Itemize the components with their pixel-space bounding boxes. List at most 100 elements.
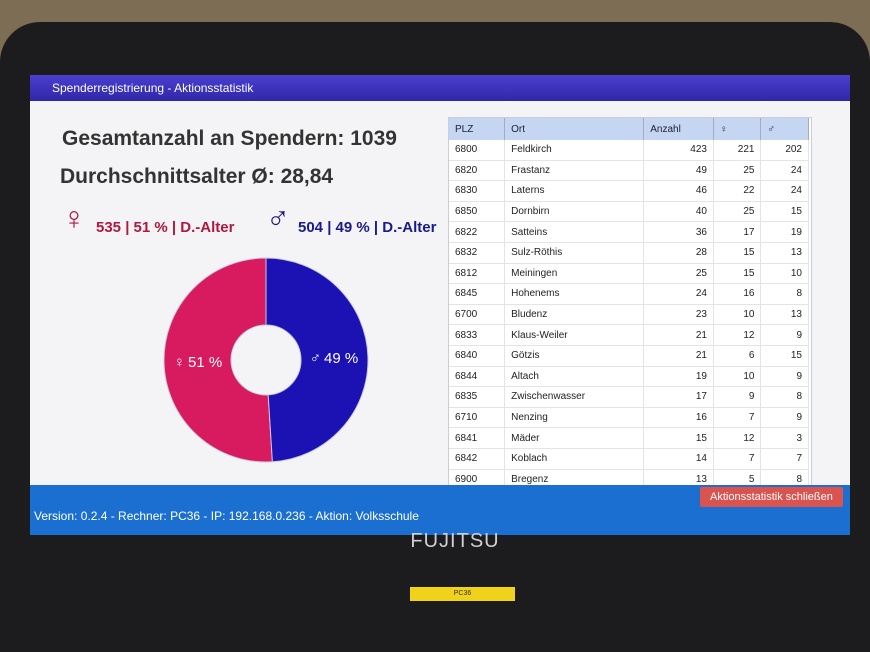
pie-chart: ♀ 51 % ♂ 49 %: [163, 257, 369, 463]
table-cell: 9: [760, 324, 809, 346]
table-cell: Hohenems: [504, 283, 645, 305]
table-cell: 15: [760, 201, 809, 223]
table-cell: 3: [760, 427, 809, 449]
table-cell: 23: [643, 304, 714, 326]
table-row[interactable]: 6833 Klaus-Weiler 21 12 9: [449, 324, 809, 346]
table-cell: 6830: [449, 180, 506, 202]
pie-slice: [163, 257, 273, 463]
slice-value: 49 %: [324, 350, 358, 367]
table-row[interactable]: 6710 Nenzing 16 7 9: [449, 407, 809, 429]
table-row[interactable]: 6820 Frastanz 49 25 24: [449, 160, 809, 182]
table-cell: 46: [643, 180, 714, 202]
table-cell: Götzis: [504, 345, 645, 367]
column-header: Ort: [504, 118, 645, 140]
male-summary: 504 | 49 % | D.-Alter: [298, 219, 437, 236]
table-row[interactable]: 6700 Bludenz 23 10 13: [449, 304, 809, 326]
table-row[interactable]: 6840 Götzis 21 6 15: [449, 345, 809, 367]
table-cell: 22: [713, 180, 762, 202]
table-cell: 7: [713, 448, 762, 470]
table-cell: 10: [760, 263, 809, 285]
table-cell: Dornbirn: [504, 201, 645, 223]
column-header: ♀: [713, 118, 762, 140]
table-cell: 12: [713, 324, 762, 346]
table-cell: 221: [713, 140, 762, 161]
label: Durchschnittsalter Ø:: [60, 165, 275, 188]
status-text: Version: 0.2.4 - Rechner: PC36 - IP: 192…: [34, 509, 419, 523]
table-cell: 6835: [449, 386, 506, 408]
table-row[interactable]: 6841 Mäder 15 12 3: [449, 427, 809, 449]
table-cell: 6812: [449, 263, 506, 285]
table-cell: 21: [643, 345, 714, 367]
table-cell: 24: [760, 160, 809, 182]
table-cell: Zwischenwasser: [504, 386, 645, 408]
table-row[interactable]: 6822 Satteins 36 17 19: [449, 221, 809, 243]
table-row[interactable]: 6900 Bregenz 13 5 8: [449, 469, 809, 491]
header-row: PLZ Ort Anzahl ♀ ♂: [449, 118, 809, 140]
table-cell: 6845: [449, 283, 506, 305]
app-window: Spenderregistrierung - Aktionsstatistik …: [30, 75, 850, 535]
table-cell: Altach: [504, 366, 645, 388]
table-row[interactable]: 6842 Koblach 14 7 7: [449, 448, 809, 470]
table-cell: 6842: [449, 448, 506, 470]
table-row[interactable]: 6850 Dornbirn 40 25 15: [449, 201, 809, 223]
footer: Version: 0.2.4 - Rechner: PC36 - IP: 192…: [30, 485, 850, 535]
table-cell: 6700: [449, 304, 506, 326]
table-cell: 6800: [449, 140, 506, 161]
table-cell: 7: [760, 448, 809, 470]
table-cell: 14: [643, 448, 714, 470]
pie-slice: [265, 257, 369, 463]
table: PLZ Ort Anzahl ♀ ♂ 6800 Feldkirch 423 221 202 6820…: [449, 118, 809, 491]
table-cell: 16: [713, 283, 762, 305]
column-header: ♂: [760, 118, 809, 140]
slice-category: ♂: [310, 350, 321, 367]
slice-label: ♂ 49 %: [310, 350, 358, 367]
table-row[interactable]: 6832 Sulz-Röthis 28 15 13: [449, 242, 809, 264]
table-row[interactable]: 6830 Laterns 46 22 24: [449, 180, 809, 202]
table-row[interactable]: 6844 Altach 19 10 9: [449, 366, 809, 388]
column-header: Anzahl: [643, 118, 714, 140]
table-cell: 49: [643, 160, 714, 182]
brand-logo: FUJITSU: [410, 530, 500, 552]
table-cell: 24: [760, 180, 809, 202]
table-cell: Feldkirch: [504, 140, 645, 161]
table-cell: Klaus-Weiler: [504, 324, 645, 346]
table-row[interactable]: 6845 Hohenems 24 16 8: [449, 283, 809, 305]
close-button[interactable]: Aktionsstatistik schließen: [700, 487, 843, 507]
table-cell: 6840: [449, 345, 506, 367]
slice-category: ♀: [174, 354, 185, 371]
female-summary: 535 | 51 % | D.-Alter: [96, 219, 235, 236]
average-age: Durchschnittsalter Ø: 28,84: [60, 165, 333, 189]
table-cell: 25: [643, 263, 714, 285]
table-cell: 9: [760, 407, 809, 429]
table-row[interactable]: 6812 Meiningen 25 15 10: [449, 263, 809, 285]
table-cell: 6844: [449, 366, 506, 388]
table-cell: Meiningen: [504, 263, 645, 285]
table-cell: 423: [643, 140, 714, 161]
female-symbol: ♀: [62, 200, 86, 236]
table-cell: 15: [713, 242, 762, 264]
table-cell: 19: [643, 366, 714, 388]
table-cell: 19: [760, 221, 809, 243]
table-cell: 6820: [449, 160, 506, 182]
title-bar: Spenderregistrierung - Aktionsstatistik: [30, 75, 850, 101]
table-cell: Mäder: [504, 427, 645, 449]
table-cell: 6710: [449, 407, 506, 429]
value: 1039: [350, 127, 397, 150]
table-row[interactable]: 6800 Feldkirch 423 221 202: [449, 140, 809, 161]
table-container: PLZ Ort Anzahl ♀ ♂ 6800 Feldkirch 423 221 202 6820…: [448, 117, 812, 507]
table-cell: 17: [713, 221, 762, 243]
table-cell: 12: [713, 427, 762, 449]
table-row[interactable]: 6835 Zwischenwasser 17 9 8: [449, 386, 809, 408]
value: 28,84: [280, 165, 334, 188]
column-header: PLZ: [449, 118, 506, 140]
table-cell: 6841: [449, 427, 506, 449]
table-cell: 6850: [449, 201, 506, 223]
slice-value: 51 %: [188, 354, 222, 371]
table-cell: Nenzing: [504, 407, 645, 429]
table-cell: 21: [643, 324, 714, 346]
table-cell: 40: [643, 201, 714, 223]
table-cell: 36: [643, 221, 714, 243]
table-cell: 6822: [449, 221, 506, 243]
sticker: PC36: [410, 587, 515, 601]
